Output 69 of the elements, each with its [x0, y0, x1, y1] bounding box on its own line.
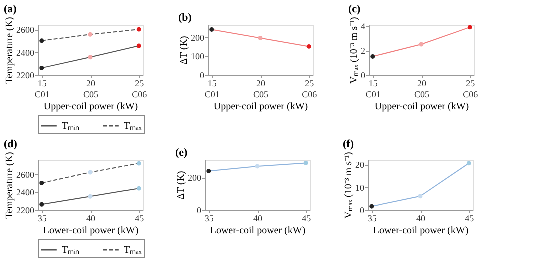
y-tick-label: 200: [191, 32, 205, 43]
chart-title: (a): [4, 4, 18, 16]
point: [418, 194, 423, 199]
y-tick-label: 2600: [16, 25, 35, 36]
legend-label: Tₘᵢₙ: [62, 245, 80, 256]
x-tick-label: 15 C01: [204, 78, 220, 100]
x-tick-label: 45: [302, 214, 312, 224]
y-tick-label: 20: [356, 160, 365, 170]
y-tick-label: 200: [188, 173, 202, 184]
y-tick-label: 100: [191, 52, 205, 62]
y-axis-title: ΔT (K): [176, 171, 187, 200]
point: [206, 169, 212, 174]
x-axis-title: Upper-coil power (kW): [44, 102, 138, 112]
x-axis-title: Lower-coil power (kW): [43, 226, 139, 236]
y-tick-label: 10: [356, 182, 365, 193]
chart-title: (b): [178, 12, 192, 24]
chart-title: (e): [176, 147, 188, 159]
y-tick-label: 2600: [16, 170, 35, 180]
x-tick-label: 45: [135, 214, 145, 224]
legend-label: Tₘᵢₙ: [62, 121, 80, 132]
chart-title: (d): [4, 138, 18, 151]
y-tick-label: 0: [197, 206, 202, 216]
x-tick-label: 25 C06: [302, 78, 318, 100]
x-tick-label: 15 C01: [34, 78, 50, 100]
y-axis-title: Vₘₐₓ (10⁻³ m s⁻¹): [344, 152, 354, 219]
x-axis-title: Upper-coil power (kW): [374, 102, 470, 112]
chart-title: (f): [343, 138, 354, 151]
y-tick-label: 2400: [16, 188, 35, 198]
point: [468, 25, 472, 30]
legend-label: Tₘₐₓ: [124, 245, 142, 256]
point: [370, 204, 374, 209]
y-tick-label: 2200: [16, 70, 35, 80]
legend-label: Tₘₐₓ: [124, 121, 142, 132]
x-tick-label: 20 C05: [253, 78, 269, 100]
x-tick-label: 35: [38, 214, 48, 224]
x-axis-title: Lower-coil power (kW): [210, 226, 306, 236]
point: [306, 44, 312, 49]
y-tick-label: 0: [200, 70, 205, 80]
x-tick-label: 20 C05: [414, 78, 430, 100]
y-tick-label: 0: [360, 206, 365, 216]
point: [466, 161, 472, 166]
x-tick-label: 25 C06: [463, 78, 479, 100]
point: [210, 27, 214, 32]
x-tick-label: 35: [368, 214, 378, 224]
point: [370, 54, 376, 59]
point: [419, 42, 424, 47]
y-tick-label: 2: [361, 46, 366, 56]
y-tick-label: 2400: [16, 48, 35, 58]
x-tick-label: 40: [254, 214, 263, 224]
x-axis-title: Upper-coil power (kW): [214, 102, 308, 112]
x-tick-label: 40: [86, 214, 96, 224]
x-tick-label: 40: [416, 214, 426, 224]
x-tick-label: 35: [204, 214, 214, 224]
x-axis-title: Lower-coil power (kW): [373, 226, 469, 236]
y-axis-title: ΔT (K): [179, 36, 190, 65]
x-tick-label: 45: [465, 214, 475, 224]
point: [255, 164, 260, 169]
point: [258, 36, 263, 40]
y-axis-title: Vₘₐₓ (10⁻³ m s⁻¹): [349, 17, 360, 84]
x-tick-label: 25 C06: [132, 78, 148, 100]
x-tick-label: 15 C01: [366, 78, 381, 100]
y-tick-label: 0: [361, 70, 366, 80]
y-axis-title: Temperature (K): [4, 17, 16, 84]
chart-title: (c): [348, 4, 362, 16]
y-axis-title: Temperature (K): [4, 152, 16, 219]
point: [304, 160, 308, 166]
x-tick-label: 20 C05: [83, 78, 99, 100]
y-tick-label: 2200: [16, 206, 35, 216]
y-tick-label: 4: [361, 22, 366, 32]
